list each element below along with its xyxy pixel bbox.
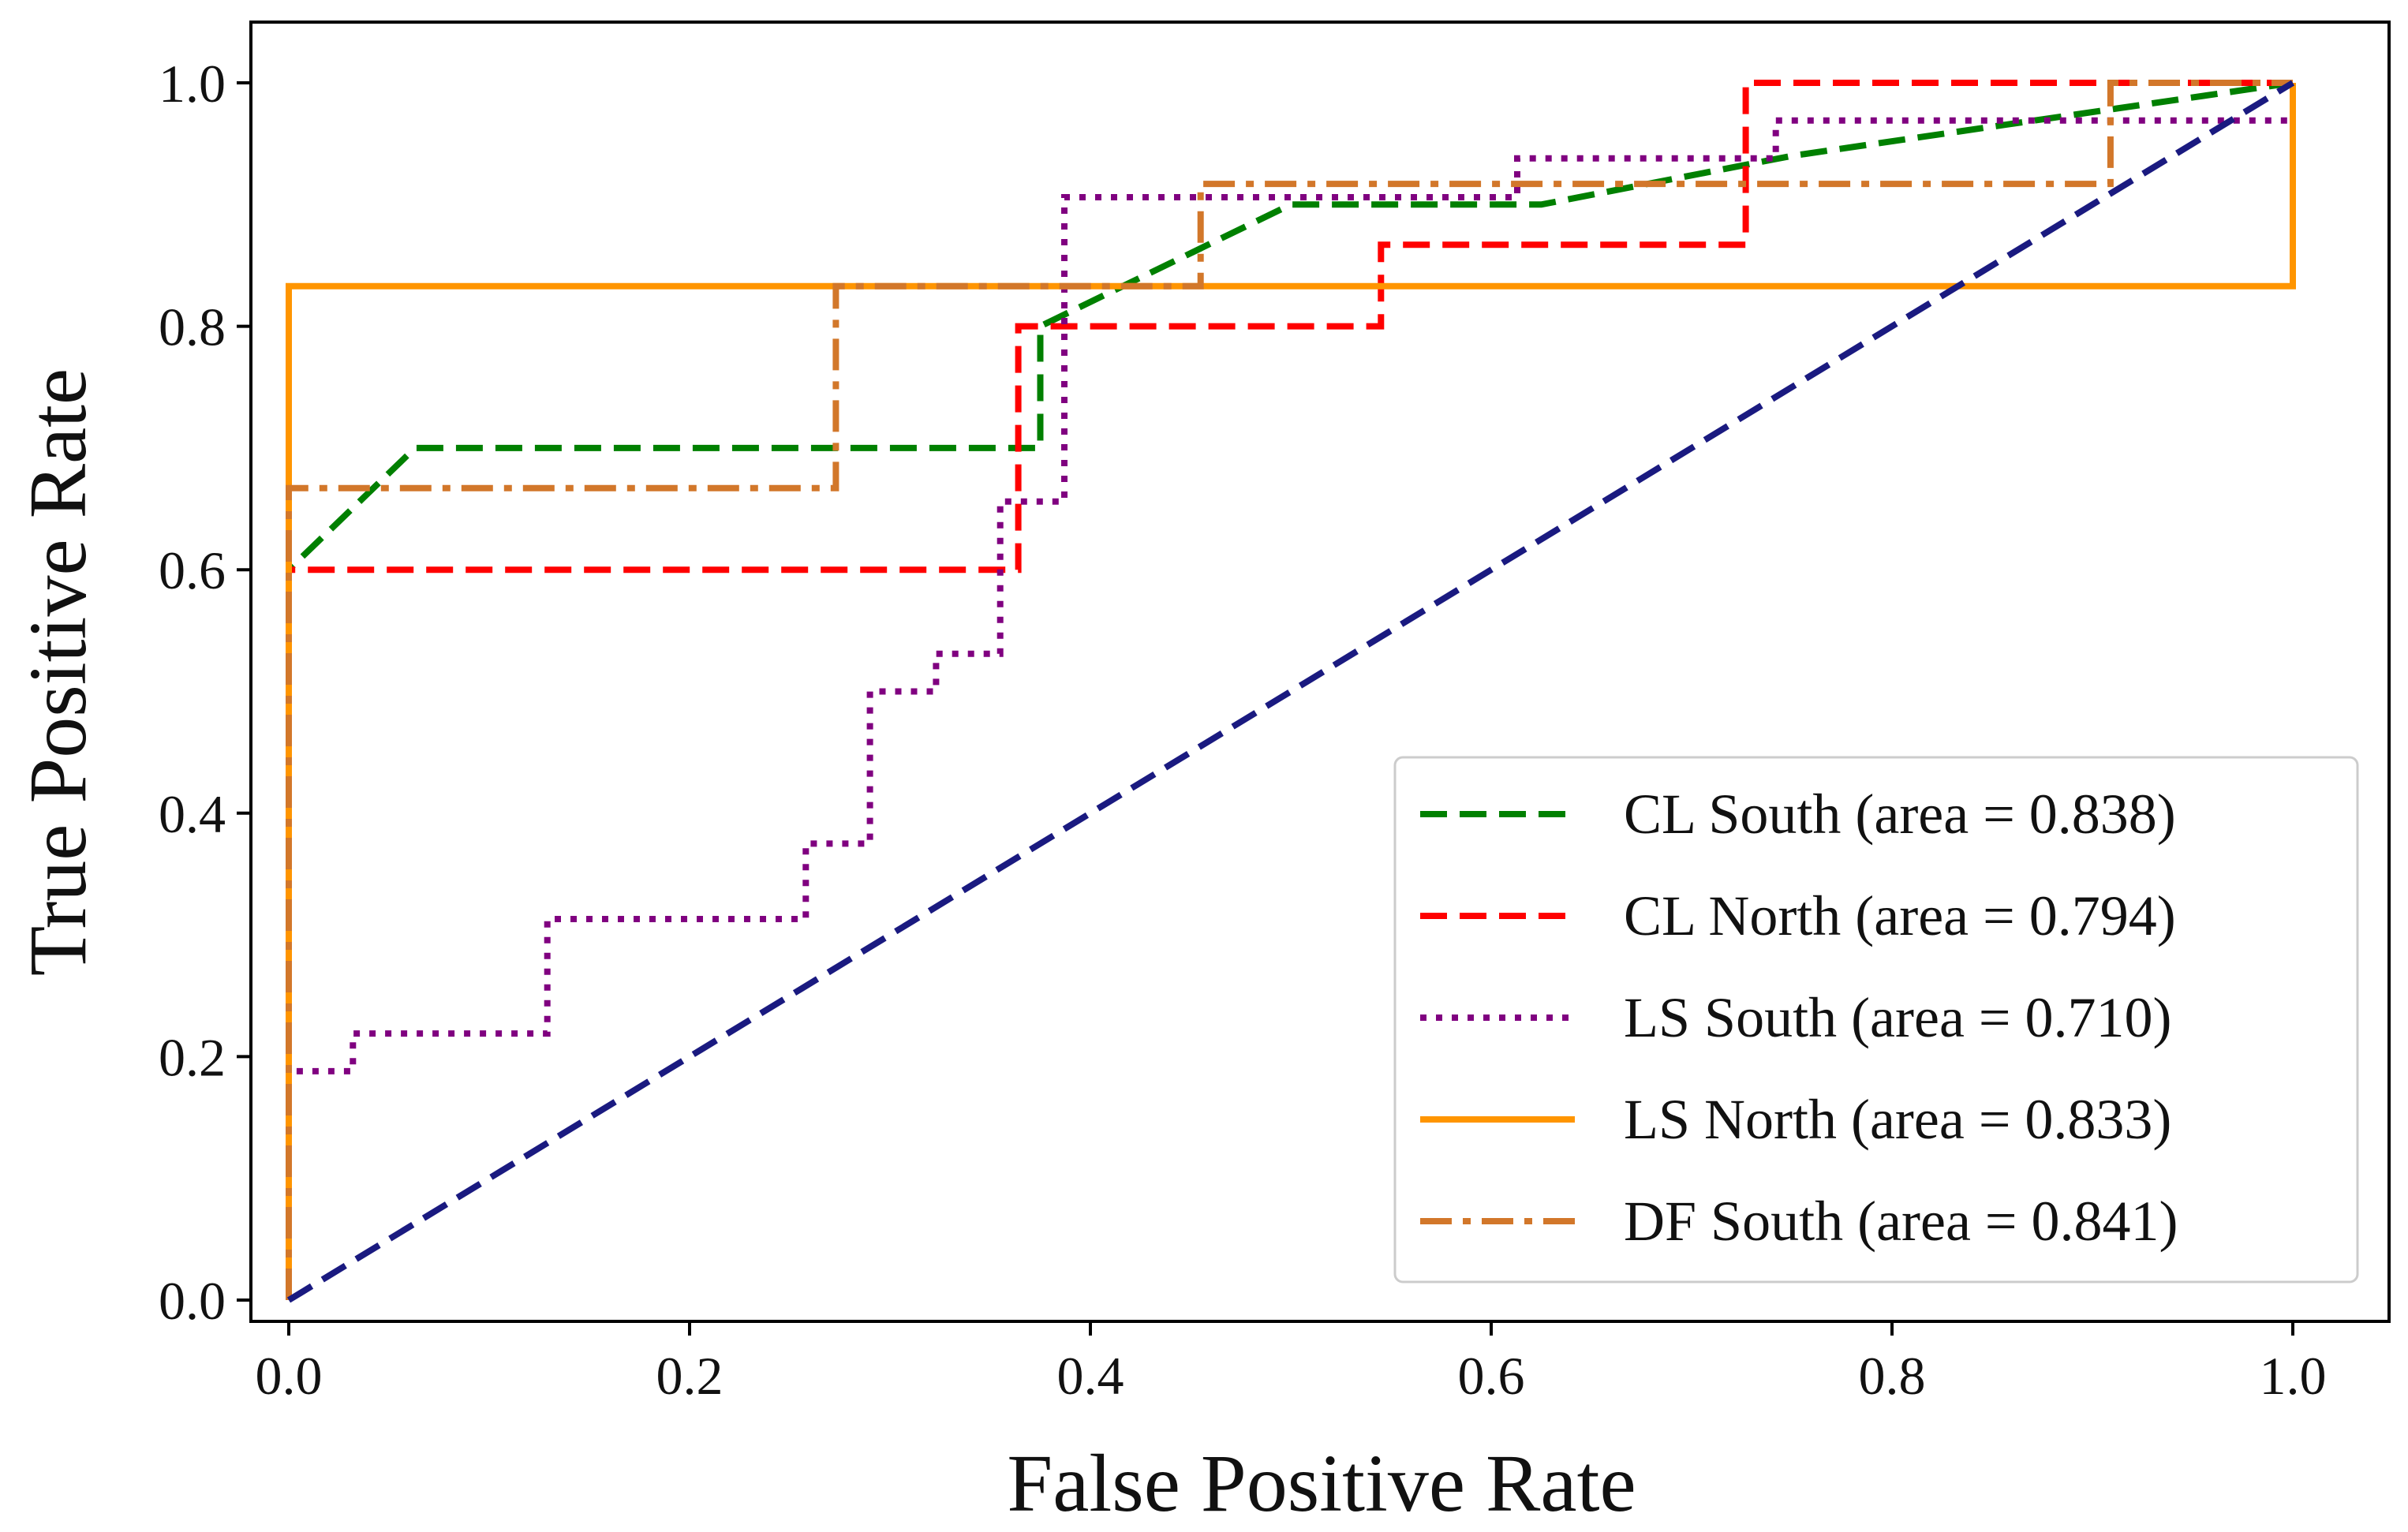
series-line-chance (286, 80, 2295, 1303)
series-line-df-south (286, 80, 2293, 1300)
legend-label-ls-south: LS South (area = 0.710) (1624, 986, 2171, 1049)
legend: CL South (area = 0.838) CL North (area = … (1393, 756, 2359, 1284)
legend-label-ls-north: LS North (area = 0.833) (1624, 1088, 2171, 1151)
y-tick-label: 0.2 (159, 1027, 226, 1087)
x-tick-label: 0.4 (1057, 1346, 1124, 1406)
series-line-cl-north (286, 80, 2293, 1300)
x-tick-label: 1.0 (2260, 1346, 2327, 1406)
x-tick-label: 0.0 (256, 1346, 323, 1406)
series-line-ls-south (286, 83, 2296, 1300)
legend-label-df-south: DF South (area = 0.841) (1624, 1190, 2178, 1253)
legend-label-cl-north: CL North (area = 0.794) (1624, 884, 2176, 947)
x-tick-label: 0.6 (1458, 1346, 1525, 1406)
x-axis-label: False Positive Rate (1007, 1438, 1636, 1529)
legend-box (1393, 756, 2359, 1284)
axes-layer: 0.0 0.2 0.4 0.6 0.8 1.0 0.0 0.2 0.4 0.6 0.8 1.0 (159, 21, 2391, 1406)
y-axis-label: True Positive Rate (13, 368, 103, 976)
y-tick-label: 0.8 (159, 297, 226, 357)
y-tick-label: 0.6 (159, 540, 226, 600)
series-line-cl-south (286, 80, 2294, 1300)
legend-label-cl-south: CL South (area = 0.838) (1624, 783, 2176, 846)
y-tick-label: 0.4 (159, 784, 226, 844)
y-tick-label: 1.0 (159, 54, 226, 114)
x-tick-label: 0.8 (1859, 1346, 1926, 1406)
x-tick-label: 0.2 (656, 1346, 724, 1406)
plot-frame (249, 21, 2391, 1323)
y-tick-label: 0.0 (159, 1271, 226, 1331)
series-layer (286, 80, 2296, 1303)
